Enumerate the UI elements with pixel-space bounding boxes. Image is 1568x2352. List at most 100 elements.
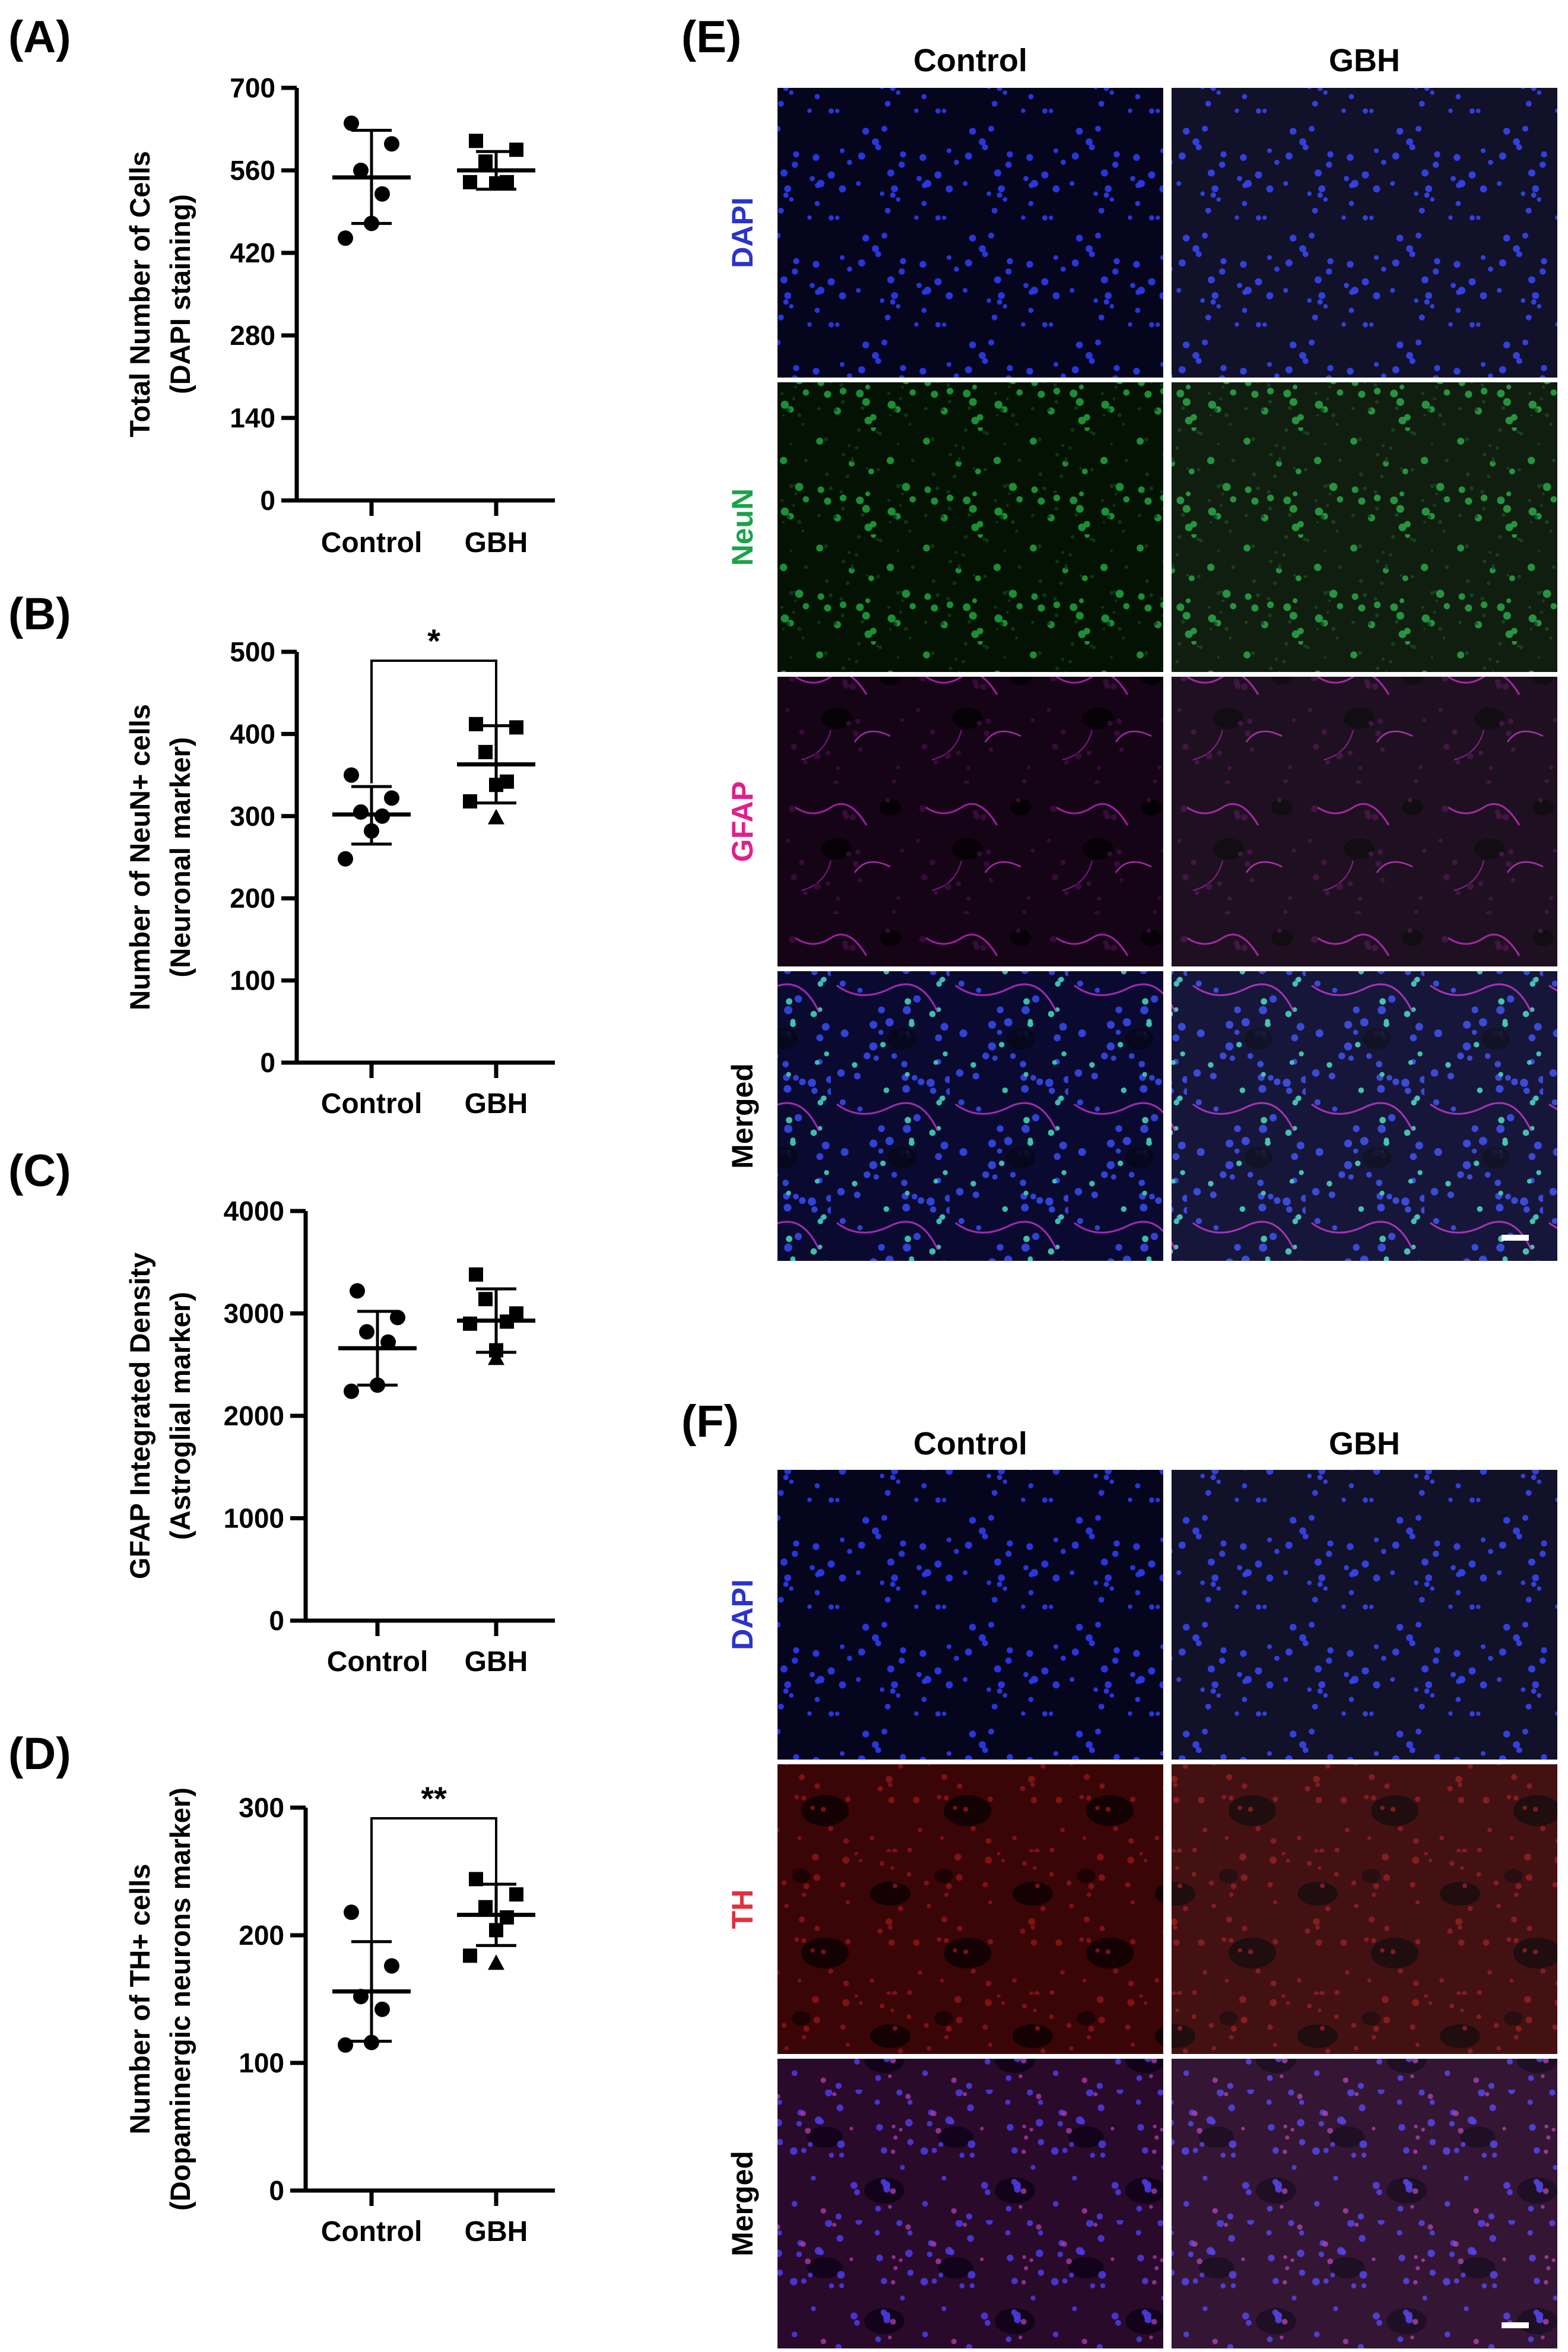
data-point-circle (364, 215, 379, 232)
panel-letter: (C) (8, 1146, 71, 1196)
micrograph-image (1172, 2059, 1557, 2348)
panel-letter: (B) (8, 589, 71, 639)
y-tick-label: 200 (230, 883, 275, 914)
image-tone-overlay (1172, 677, 1557, 966)
data-point-circle (384, 1958, 399, 1974)
row-label: DAPI (726, 197, 759, 268)
significance-marker: ** (421, 1780, 447, 1817)
x-category-label: Control (327, 1646, 428, 1678)
y-tick-label: 560 (230, 155, 275, 186)
y-tick-label: 0 (269, 2175, 284, 2206)
panel-letter: (F) (681, 1396, 739, 1447)
data-point-square (478, 1292, 493, 1307)
y-axis-label: Number of TH+ cells (124, 1864, 155, 2135)
data-point-circle (370, 1377, 385, 1393)
y-axis-sublabel: (Neuronal marker) (164, 737, 196, 978)
chart-panel-b: (B) 0 100 200 300 400 500 Control GBH Number of N… (8, 589, 555, 1120)
data-point-triangle (488, 1349, 504, 1365)
x-category-label: GBH (465, 1088, 528, 1120)
scale-bar (1502, 2322, 1529, 2328)
data-point-square (500, 1910, 514, 1925)
micrograph-image (1172, 1764, 1557, 2054)
data-point-circle (384, 790, 399, 806)
image-tone-overlay (777, 382, 1163, 672)
y-tick-label: 500 (230, 636, 275, 667)
micrograph-image (777, 971, 1163, 1261)
significance-marker: * (427, 622, 440, 660)
micrograph-image (777, 677, 1163, 966)
data-point-square (469, 1872, 483, 1887)
image-tone-overlay (1172, 382, 1557, 672)
data-point-square (478, 1900, 493, 1914)
x-category-label: GBH (465, 1646, 528, 1678)
significance-bracket (370, 660, 497, 784)
micrograph-panel-e: (E) Control GBH DAPI NeuN GFAP Merged (681, 12, 1557, 1261)
y-tick-label: 300 (239, 1792, 284, 1823)
data-point-circle (374, 2001, 390, 2017)
data-point-square (500, 1314, 514, 1329)
micrograph-image (777, 1764, 1163, 2054)
y-tick-label: 700 (230, 72, 275, 103)
data-point-circle (353, 163, 369, 178)
x-category-label: Control (321, 2216, 423, 2248)
chart-panel-c: (C) 0 1000 2000 3000 4000 Control GBH GFAP Integ… (8, 1146, 555, 1678)
x-category-label: Control (321, 1088, 423, 1120)
column-header: Control (913, 43, 1027, 78)
y-tick-label: 300 (230, 801, 275, 832)
micrograph-image (1172, 971, 1557, 1261)
data-point-circle (353, 1989, 369, 2005)
data-point-circle (353, 804, 369, 820)
y-axis-sublabel: (Dopaminergic neurons marker) (164, 1787, 196, 2211)
image-tone-overlay (777, 677, 1163, 966)
data-point-circle (350, 1283, 365, 1299)
data-point-circle (344, 767, 359, 783)
data-point-square (463, 1948, 477, 1963)
image-tone-overlay (1172, 1470, 1557, 1760)
data-point-circle (380, 1334, 396, 1350)
panel-letter: (E) (681, 12, 741, 62)
chart-panel-a: (A) 0 140 280 420 560 700 Control GBH Total Numbe… (8, 12, 555, 559)
data-point-circle (344, 115, 359, 131)
data-point-circle (390, 1310, 405, 1326)
y-axis-label: Total Number of Cells (124, 151, 155, 437)
column-header: Control (913, 1426, 1027, 1462)
data-point-square (478, 744, 493, 759)
micrograph-image (777, 88, 1163, 378)
data-point-circle (374, 186, 390, 202)
micrograph-image (1172, 1470, 1557, 1760)
y-tick-label: 0 (269, 1605, 284, 1636)
y-tick-label: 0 (260, 1047, 275, 1078)
y-tick-label: 1000 (224, 1503, 284, 1534)
image-tone-overlay (1172, 2059, 1557, 2348)
y-tick-label: 420 (230, 237, 275, 268)
y-tick-label: 100 (239, 2047, 284, 2078)
data-point-circle (364, 823, 379, 839)
data-point-square (469, 134, 483, 148)
data-point-square (509, 142, 523, 157)
row-label: GFAP (726, 781, 759, 862)
scale-bar (1502, 1235, 1529, 1241)
micrograph-image (777, 382, 1163, 672)
data-point-square (463, 794, 477, 809)
y-tick-label: 100 (230, 965, 275, 996)
y-tick-label: 0 (260, 485, 275, 516)
x-category-label: GBH (465, 527, 528, 559)
y-tick-label: 400 (230, 718, 275, 749)
data-point-circle (338, 2037, 353, 2053)
image-tone-overlay (777, 88, 1163, 378)
row-label: DAPI (726, 1579, 759, 1650)
y-tick-label: 200 (239, 1920, 284, 1951)
y-axis-sublabel: (DAPI staining) (164, 194, 196, 394)
image-tone-overlay (777, 1764, 1163, 2054)
image-tone-overlay (777, 2059, 1163, 2348)
column-header: GBH (1329, 1426, 1400, 1462)
y-tick-label: 140 (230, 402, 275, 433)
data-point-triangle (488, 1954, 504, 1970)
data-point-square (509, 1887, 523, 1902)
data-point-square (489, 1923, 503, 1938)
micrograph-panel-f: (F) Control GBH DAPI TH Merged (681, 1396, 1557, 2348)
data-point-circle (344, 1383, 359, 1399)
row-label: TH (726, 1890, 759, 1929)
row-label: Merged (726, 1063, 759, 1169)
